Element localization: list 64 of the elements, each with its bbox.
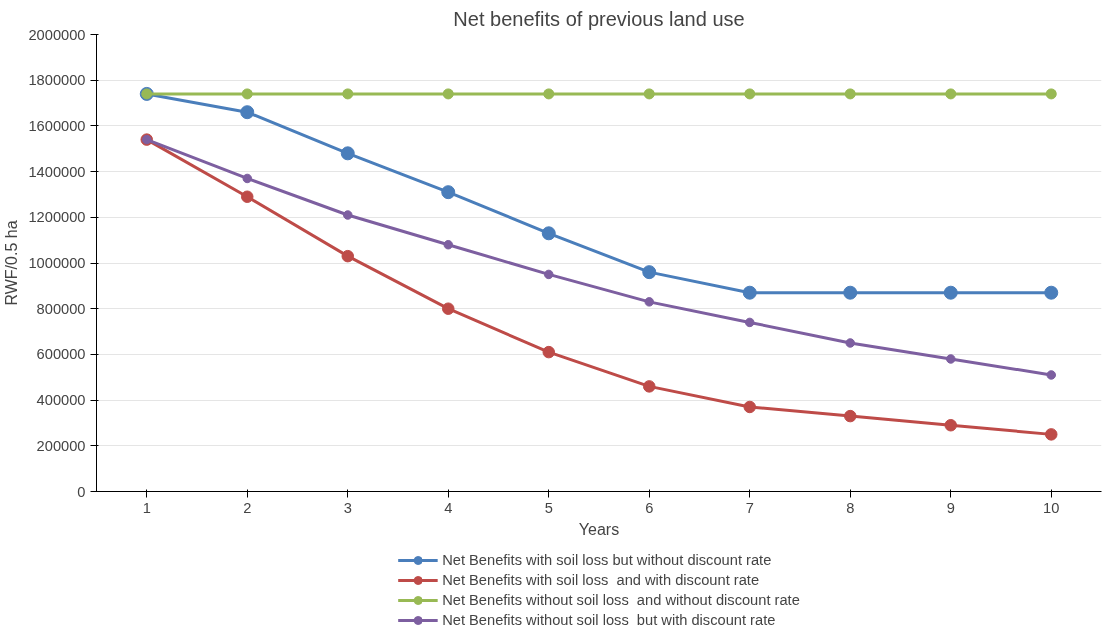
x-tick-label: 8 [846, 499, 855, 516]
point [644, 297, 654, 307]
y-tick-label: 2000000 [28, 26, 86, 43]
point [443, 239, 453, 250]
point [943, 285, 958, 300]
y-tick-label: 1400000 [28, 163, 86, 180]
legend-label: Net Benefits without soil loss but with discount rate [442, 611, 776, 628]
x-tick-label: 7 [745, 499, 754, 516]
y-tick-label: 600000 [36, 346, 86, 363]
point [845, 338, 855, 348]
point [241, 190, 254, 203]
point [1044, 285, 1059, 300]
point [342, 88, 354, 100]
point [742, 285, 757, 300]
point [442, 88, 454, 100]
point [543, 88, 555, 100]
point [241, 88, 253, 100]
x-tick-label: 3 [343, 499, 352, 516]
point [343, 210, 353, 220]
point [542, 345, 555, 359]
legend-label: Net Benefits without soil loss and without discount rate [442, 591, 800, 608]
point [743, 400, 756, 414]
point [843, 285, 858, 300]
y-tick-label: 1800000 [28, 72, 86, 89]
x-axis-title: Years [578, 520, 620, 538]
point [944, 419, 957, 432]
point [1045, 428, 1058, 441]
x-tick-label: 6 [645, 499, 654, 516]
point [341, 249, 354, 263]
x-tick-label: 4 [444, 499, 453, 516]
x-tick-label: 2 [243, 499, 252, 516]
point [544, 269, 554, 280]
point [1046, 370, 1056, 380]
legend-label: Net Benefits with soil loss and with discount rate [442, 571, 760, 588]
x-tick-label: 10 [1043, 499, 1060, 516]
y-tick-label: 1600000 [28, 117, 86, 134]
chart-title: Net benefits of previous land use [453, 7, 745, 30]
x-tick-label: 5 [544, 499, 553, 516]
point [340, 146, 355, 161]
point [442, 302, 455, 315]
point [240, 105, 255, 120]
point [441, 185, 456, 200]
point [844, 409, 857, 423]
point [643, 380, 656, 393]
x-tick-label: 1 [142, 499, 151, 516]
y-axis-title: RWF/0.5 ha [3, 220, 21, 306]
point [541, 226, 556, 241]
point [744, 88, 756, 100]
x-tick-label: 9 [946, 499, 955, 516]
y-tick-label: 800000 [36, 300, 86, 317]
y-tick-label: 200000 [36, 437, 86, 454]
y-tick-label: 0 [77, 483, 86, 500]
point [642, 265, 657, 280]
y-tick-label: 1000000 [28, 255, 86, 271]
y-tick-label: 1200000 [28, 209, 86, 226]
y-tick-label: 400000 [36, 392, 86, 409]
legend-label: Net Benefits with soil loss but without discount rate [442, 551, 772, 568]
point [946, 354, 956, 364]
point [643, 88, 655, 100]
point [1045, 88, 1057, 100]
point [745, 317, 755, 328]
point [844, 88, 856, 100]
point [242, 173, 252, 184]
point [945, 88, 957, 100]
